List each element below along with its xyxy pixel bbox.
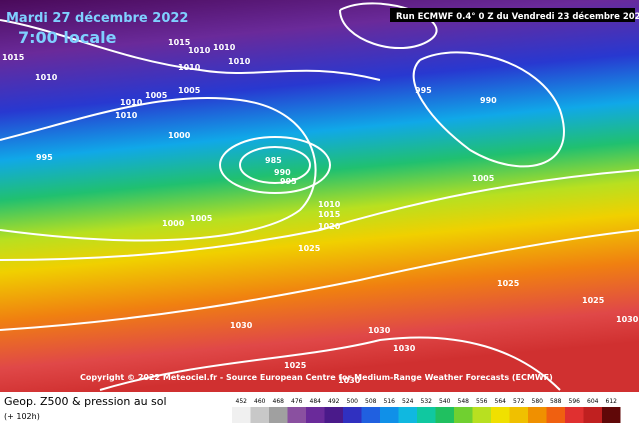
isobar-label: 990 [480, 96, 497, 105]
scale-label: 612 [606, 398, 618, 405]
isobar-label: 1005 [472, 174, 495, 183]
map-background [0, 0, 639, 392]
isobar-label: 1025 [298, 244, 321, 253]
scale-cell [287, 407, 306, 423]
scale-cell [528, 407, 547, 423]
scale-label: 564 [495, 398, 507, 405]
scale-label: 476 [291, 398, 303, 405]
scale-label: 596 [569, 398, 581, 405]
scale-label: 572 [513, 398, 525, 405]
scale-cell [472, 407, 491, 423]
isobar-label: 1030 [338, 376, 361, 385]
run-box [390, 8, 635, 22]
scale-cell [232, 407, 251, 423]
scale-cell [491, 407, 510, 423]
scale-label: 532 [421, 398, 433, 405]
isobar-label: 1025 [497, 279, 520, 288]
isobar-label: 1015 [2, 53, 25, 62]
date: Mardi 27 décembre 2022 [6, 11, 188, 26]
isobar-label: 995 [280, 177, 297, 186]
isobar-label: 1000 [168, 131, 191, 140]
scale-label: 452 [236, 398, 248, 405]
scale-label: 508 [365, 398, 377, 405]
color-scale: 452 460 468 476 484 492 500 508 516 524 532 540 548 5… [232, 398, 621, 423]
footer-lead: (+ 102h) [4, 412, 40, 421]
copyright: Copyright © 2022 Meteociel.fr - Source E… [80, 373, 553, 382]
isobar-label: 1005 [190, 214, 213, 223]
scale-label: 580 [532, 398, 544, 405]
isobar-label: 995 [415, 86, 432, 95]
isobar-label: 1005 [178, 86, 201, 95]
isobar-label: 1010 [178, 63, 201, 72]
scale-label: 548 [458, 398, 470, 405]
isobar-label: 990 [274, 168, 291, 177]
isobar-label: 1010 [228, 57, 251, 66]
scale-cell [602, 407, 621, 423]
scale-cell [565, 407, 584, 423]
scale-label: 604 [587, 398, 599, 405]
scale-cell [324, 407, 343, 423]
time: 7:00 locale [18, 28, 117, 47]
isobar-label: 1025 [284, 361, 307, 370]
scale-cell [269, 407, 288, 423]
scale-cell [546, 407, 565, 423]
scale-label: 524 [402, 398, 414, 405]
scale-label: 500 [347, 398, 359, 405]
isobar-label: 1010 [318, 200, 341, 209]
scale-cell [361, 407, 380, 423]
isobar-label: 1000 [162, 219, 185, 228]
scale-label: 588 [550, 398, 562, 405]
isobar-label: 1010 [188, 46, 211, 55]
scale-cell [454, 407, 473, 423]
footer-title: Geop. Z500 & pression au sol [4, 395, 167, 408]
scale-cell [398, 407, 417, 423]
scale-label: 516 [384, 398, 396, 405]
scale-cell [509, 407, 528, 423]
isobar-label: 1030 [393, 344, 416, 353]
isobar-label: 995 [36, 153, 53, 162]
scale-label: 468 [273, 398, 285, 405]
scale-cell [306, 407, 325, 423]
isobar-label: 1010 [120, 98, 143, 107]
isobar-label: 1010 [213, 43, 236, 52]
isobar-label: 1015 [168, 38, 191, 47]
isobars [0, 2, 639, 391]
isobar-label: 1020 [318, 222, 341, 231]
scale-cell [435, 407, 454, 423]
scale-cell [343, 407, 362, 423]
scale-label: 484 [310, 398, 322, 405]
scale-label: 556 [476, 398, 488, 405]
scale-cell [250, 407, 269, 423]
isobar-label: 1010 [115, 111, 138, 120]
isobar-label: 1030 [616, 315, 639, 324]
isobar-label: 985 [265, 156, 282, 165]
scale-cell [583, 407, 602, 423]
isobar-label: 1015 [318, 210, 341, 219]
scale-label: 540 [439, 398, 451, 405]
scale-label: 492 [328, 398, 340, 405]
isobar-label: 1005 [145, 91, 168, 100]
isobar-label: 1010 [35, 73, 58, 82]
isobar-label: 1025 [582, 296, 605, 305]
run-info: Run ECMWF 0.4° 0 Z du Vendredi 23 décemb… [396, 11, 639, 22]
isobar-label: 1030 [230, 321, 253, 330]
scale-cell [380, 407, 399, 423]
scale-label: 460 [254, 398, 266, 405]
scale-cell [417, 407, 436, 423]
isobar-label: 1030 [368, 326, 391, 335]
